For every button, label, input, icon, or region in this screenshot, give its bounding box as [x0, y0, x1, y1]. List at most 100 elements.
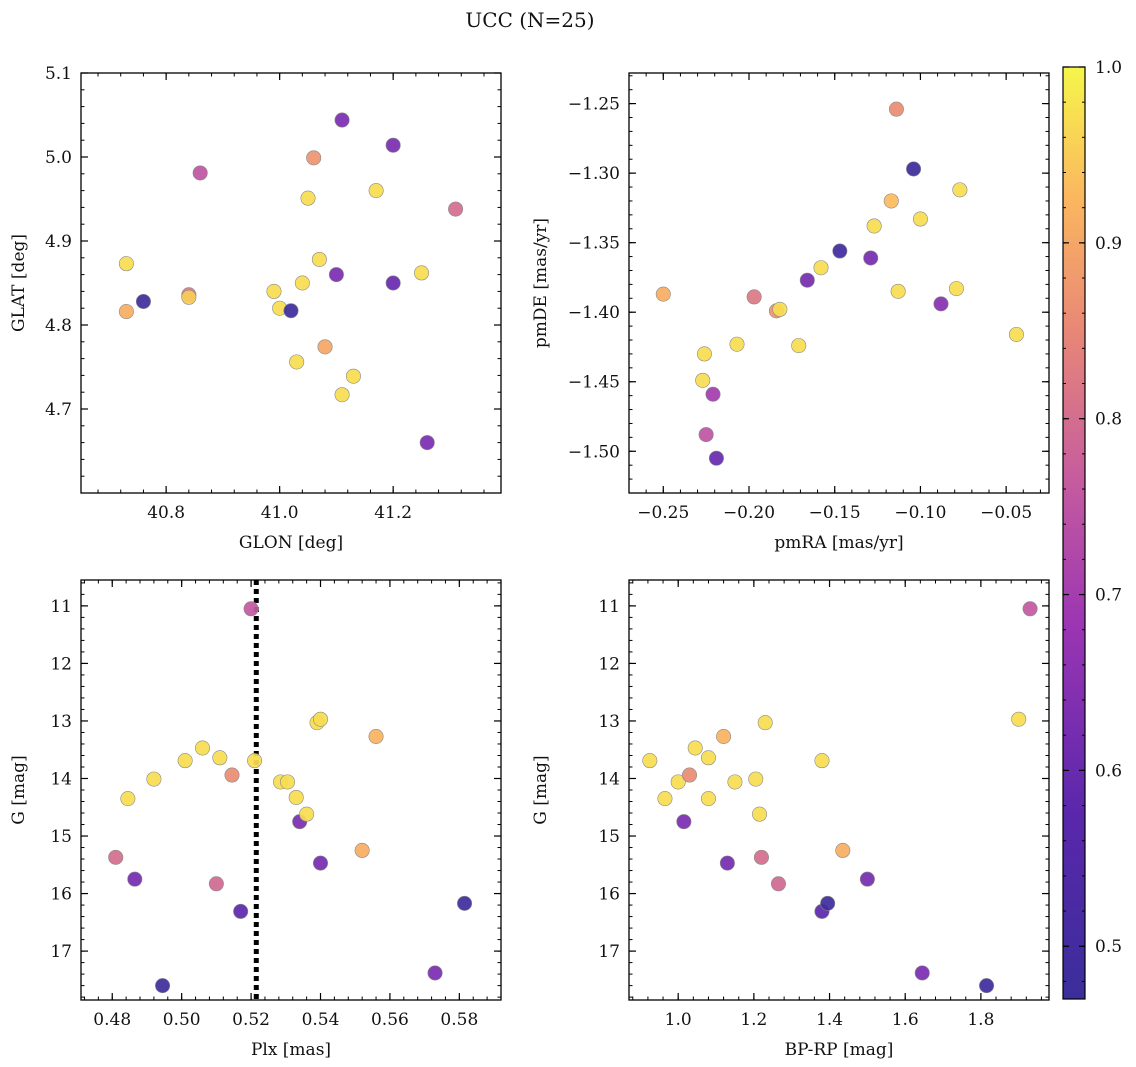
scatter-point — [757, 715, 773, 731]
scatter-point — [799, 272, 815, 288]
colorbar-ticks: 0.5 0.6 0.7 0.8 0.9 1.0 — [1063, 58, 1122, 982]
scatter-point — [385, 137, 401, 153]
scatter-point — [427, 965, 443, 981]
scatter-panel-1: 40.8 41.0 41.2 4.7 4.8 4.9 5.0 5.1 GLON [deg] GLA… — [9, 64, 502, 553]
scatter-point — [135, 293, 151, 309]
axes-frame — [80, 72, 502, 494]
y-tick-label: 11 — [598, 597, 620, 617]
x-tick-label: 40.8 — [147, 503, 185, 523]
x-tick-label: 0.56 — [371, 1010, 409, 1030]
scatter-point — [814, 753, 830, 769]
scatter-point — [419, 435, 435, 451]
x-tick-label: 1.0 — [665, 1010, 692, 1030]
scatter-point — [1011, 711, 1027, 727]
scatter-point — [212, 750, 228, 766]
x-tick-label: −0.10 — [894, 503, 946, 523]
scatter-point — [727, 774, 743, 790]
scatter-point — [448, 201, 464, 217]
y-tick-label: 4.9 — [45, 232, 72, 252]
x-tick-label: 0.54 — [302, 1010, 340, 1030]
y-tick-label: 12 — [50, 654, 72, 674]
y-axis-label: pmDE [mas/yr] — [531, 218, 551, 348]
scatter-point — [194, 740, 210, 756]
x-tick-label: 1.2 — [740, 1010, 767, 1030]
x-tick-label: 0.50 — [163, 1010, 201, 1030]
y-tick-label: 5.0 — [45, 148, 72, 168]
scatter-point — [127, 871, 143, 887]
scatter-point — [334, 387, 350, 403]
scatter-point — [120, 791, 136, 807]
scatter-point — [192, 165, 208, 181]
scatter-point — [1008, 326, 1024, 342]
colorbar-tick-label: 0.7 — [1095, 586, 1122, 606]
x-tick-label: 0.52 — [232, 1010, 270, 1030]
colorbar-tick-label: 0.5 — [1095, 937, 1122, 957]
scatter-point — [300, 190, 316, 206]
y-tick-label: 14 — [50, 769, 72, 789]
scatter-point — [883, 193, 899, 209]
y-tick-label: −1.45 — [568, 373, 620, 393]
x-axis-label: Plx [mas] — [251, 1040, 331, 1060]
y-tick-label: 13 — [50, 712, 72, 732]
scatter-point — [752, 806, 768, 822]
scatter-point — [247, 753, 263, 769]
axes-frame — [80, 579, 502, 1001]
scatter-point — [912, 211, 928, 227]
scatter-point — [705, 386, 721, 402]
colorbar-gradient — [1062, 66, 1086, 1000]
x-tick-label: 1.6 — [892, 1010, 919, 1030]
y-tick-label: 12 — [598, 654, 620, 674]
y-tick-label: 15 — [598, 827, 620, 847]
scatter-point — [770, 876, 786, 892]
scatter-point — [676, 814, 692, 830]
scatter-point — [289, 354, 305, 370]
scatter-point — [979, 978, 995, 994]
y-tick-label: −1.40 — [568, 303, 620, 323]
x-tick-label: 0.48 — [93, 1010, 131, 1030]
scatter-point — [719, 855, 735, 871]
scatter-point — [748, 771, 764, 787]
x-axis-label: GLON [deg] — [239, 533, 343, 553]
scatter-point — [354, 842, 370, 858]
scatter-point — [906, 161, 922, 177]
scatter-point — [414, 265, 430, 281]
y-tick-label: 17 — [598, 942, 620, 962]
x-tick-label: −0.15 — [809, 503, 861, 523]
scatter-point — [313, 855, 329, 871]
colorbar-tick-label: 0.8 — [1095, 410, 1122, 430]
y-tick-label: −1.25 — [568, 95, 620, 115]
scatter-point — [948, 281, 964, 297]
scatter-point — [280, 774, 296, 790]
scatter-point — [208, 876, 224, 892]
scatter-point — [317, 339, 333, 355]
x-tick-label: 41.2 — [374, 503, 412, 523]
scatter-point — [716, 728, 732, 744]
y-tick-label: 4.7 — [45, 400, 72, 420]
colorbar-tick-label: 0.6 — [1095, 761, 1122, 781]
scatter-point — [118, 256, 134, 272]
scatter-point — [700, 791, 716, 807]
scatter-point — [791, 338, 807, 354]
y-tick-label: 16 — [50, 885, 72, 905]
y-tick-label: 11 — [50, 597, 72, 617]
scatter-point — [1022, 601, 1038, 617]
scatter-point — [311, 251, 327, 267]
scatter-point — [642, 753, 658, 769]
scatter-point — [813, 260, 829, 276]
scatter-point — [772, 301, 788, 317]
y-axis-label: G [mag] — [9, 755, 29, 824]
scatter-point — [457, 895, 473, 911]
scatter-point — [708, 450, 724, 466]
scatter-point — [670, 774, 686, 790]
scatter-point — [866, 218, 882, 234]
y-axis-label: GLAT [deg] — [9, 234, 29, 332]
y-tick-label: 16 — [598, 885, 620, 905]
scatter-point — [177, 753, 193, 769]
y-tick-label: −1.30 — [568, 164, 620, 184]
x-tick-label: −0.05 — [980, 503, 1032, 523]
colorbar-tick-label: 0.9 — [1095, 234, 1122, 254]
scatter-point — [283, 303, 299, 319]
axes-frame — [628, 72, 1050, 494]
x-tick-label: 1.4 — [816, 1010, 843, 1030]
